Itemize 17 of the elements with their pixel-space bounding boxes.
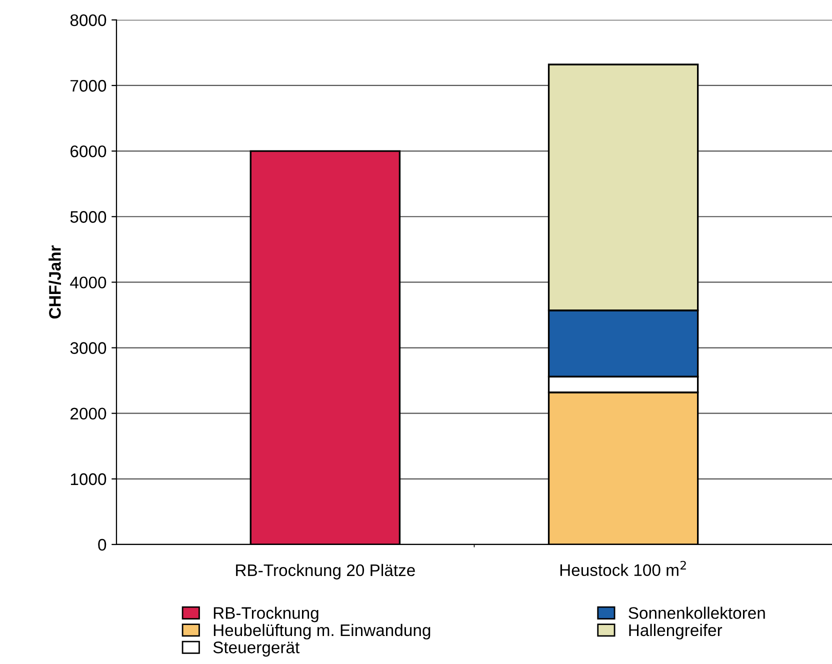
y-axis-title: CHF/Jahr	[48, 245, 62, 319]
legend-label: Hallengreifer	[629, 624, 722, 640]
legend-label: RB-Trocknung	[214, 606, 318, 622]
y-tick-label: 2000	[70, 408, 106, 420]
y-tick-label: 3000	[70, 342, 106, 354]
y-tick-label: 6000	[70, 145, 106, 158]
y-tick-label: 1000	[70, 473, 106, 486]
legend-label: Sonnenkollektoren	[628, 606, 765, 619]
y-tick-label: 0	[98, 538, 106, 551]
y-tick-label: 5000	[70, 211, 106, 223]
legend-label: Steuergerät	[213, 642, 300, 657]
y-tick-label: 7000	[70, 80, 106, 92]
x-tick-label: RB-Trocknung 20 Plätze	[236, 564, 415, 580]
x-tick-label: Heustock 100 m$^{2}$	[560, 560, 686, 576]
y-tick-label: 4000	[70, 276, 106, 288]
legend-label: Heubelüftung m. Einwandung	[214, 624, 430, 640]
y-tick-label: 8000	[70, 14, 106, 26]
